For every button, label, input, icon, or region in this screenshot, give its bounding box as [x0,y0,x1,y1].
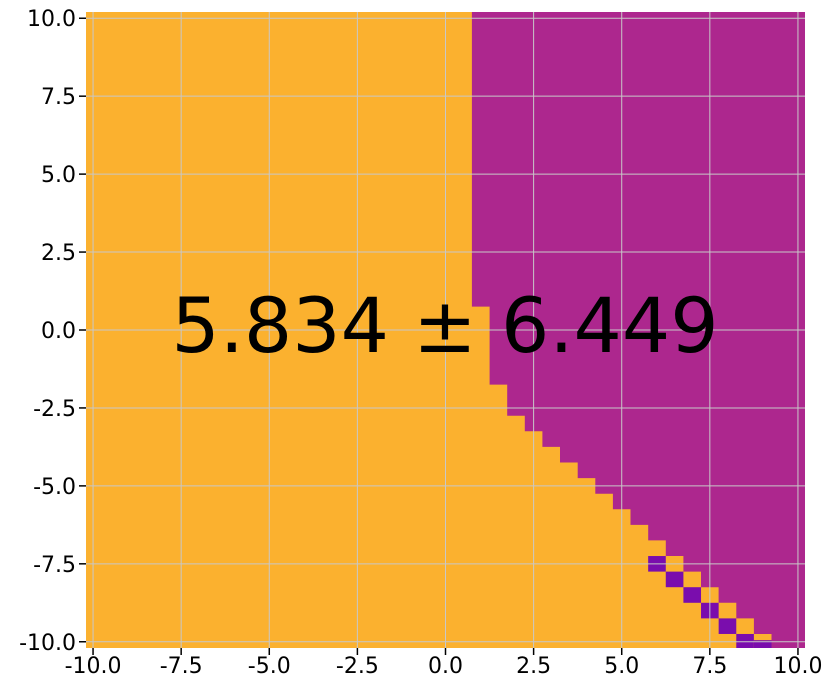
y-tick-label: 0.0 [41,319,76,344]
y-tick-label: -2.5 [33,397,76,422]
y-tick-label: 5.0 [41,163,76,188]
x-tick-label: 0.0 [428,654,463,679]
dark-cell [665,571,684,588]
value-annotation: 5.834 ± 6.449 [171,281,718,370]
y-axis-ticks: 10.0 7.5 5.0 2.5 0.0 -2.5 -5.0 -7.5 -10.0 [19,7,86,656]
x-tick-label: -7.5 [160,654,203,679]
y-tick-label: -5.0 [33,475,76,500]
y-tick-label: 10.0 [27,7,76,32]
dark-cell [753,640,772,648]
dark-cell [736,633,754,648]
x-axis-ticks: -10.0 -7.5 -5.0 -2.5 0.0 2.5 5.0 7.5 10.0 [65,648,822,679]
dark-cell [718,618,737,634]
y-tick-label: 7.5 [41,85,76,110]
y-tick-label: -7.5 [33,553,76,578]
x-tick-label: 7.5 [692,654,727,679]
y-tick-label: -10.0 [19,631,76,656]
x-tick-label: -2.5 [336,654,379,679]
grid-lines [86,12,805,648]
x-tick-label: -5.0 [248,654,291,679]
x-tick-label: 5.0 [604,654,639,679]
dark-cell [683,587,702,603]
y-tick-label: 2.5 [41,241,76,266]
plot-area [86,12,805,648]
x-tick-label: 2.5 [516,654,551,679]
x-tick-label: 10.0 [773,654,822,679]
x-tick-label: -10.0 [65,654,122,679]
